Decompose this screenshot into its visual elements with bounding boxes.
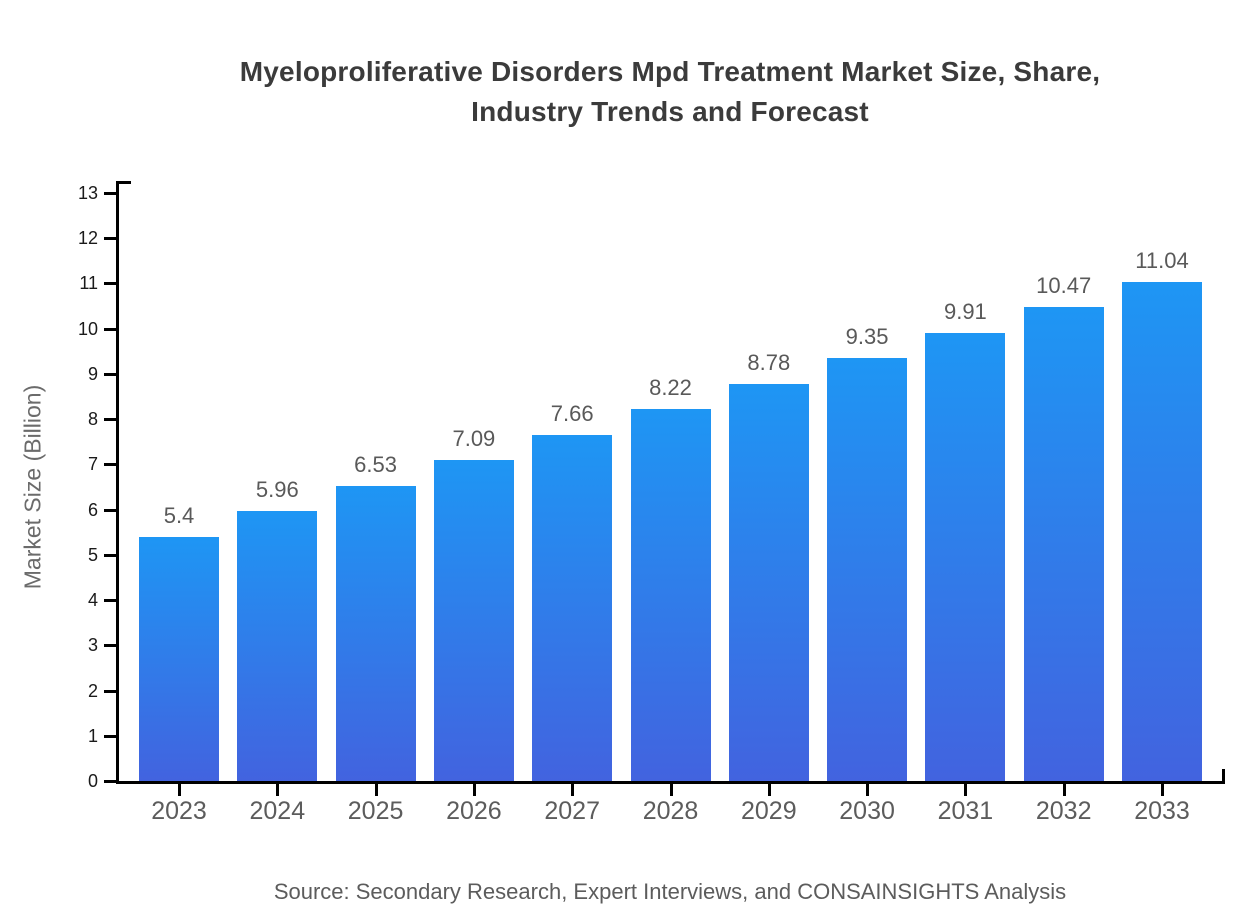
y-tick xyxy=(104,192,116,195)
bar-value-label: 6.53 xyxy=(354,451,397,477)
y-tick-label: 4 xyxy=(87,590,98,611)
bar-value-label: 10.47 xyxy=(1036,273,1092,299)
x-category-label: 2032 xyxy=(1035,797,1092,825)
x-category-label: 2024 xyxy=(249,797,306,825)
bar xyxy=(139,536,219,781)
x-tick xyxy=(178,784,181,796)
y-tick-label: 9 xyxy=(87,363,98,384)
x-tick xyxy=(472,784,476,796)
x-category-label: 2023 xyxy=(151,797,207,825)
bar xyxy=(335,485,416,781)
y-tick-label: 6 xyxy=(87,499,98,520)
y-tick-label: 10 xyxy=(77,318,98,339)
chart-title-line-2: Industry Trends and Forecast xyxy=(471,96,869,127)
bar-value-label: 9.35 xyxy=(845,324,889,350)
y-tick xyxy=(104,463,116,467)
x-tick xyxy=(669,784,673,796)
bar xyxy=(728,383,809,781)
y-tick xyxy=(104,599,116,603)
y-tick-label: 12 xyxy=(77,228,98,249)
y-tick-label: 2 xyxy=(87,680,98,701)
x-category-label: 2025 xyxy=(347,797,404,825)
x-tick xyxy=(571,784,575,796)
x-category-label: 2030 xyxy=(839,797,895,825)
x-category-label: 2029 xyxy=(740,797,797,825)
x-category-label: 2027 xyxy=(544,797,600,825)
x-category-label: 2033 xyxy=(1134,797,1190,825)
y-tick-label: 13 xyxy=(77,183,98,203)
x-tick xyxy=(866,784,870,796)
y-tick-label: 5 xyxy=(87,544,98,565)
y-tick xyxy=(104,734,116,738)
bar xyxy=(630,409,711,781)
y-tick-label: 3 xyxy=(87,635,98,656)
bar xyxy=(237,511,318,781)
y-tick-label: 1 xyxy=(87,725,98,746)
x-axis-end-cap xyxy=(1222,769,1225,784)
y-tick xyxy=(104,327,116,331)
bar-value-label: 7.66 xyxy=(550,400,594,426)
bar-value-label: 7.09 xyxy=(452,426,496,452)
x-category-label: 2028 xyxy=(642,797,699,825)
source-caption: Source: Secondary Research, Expert Inter… xyxy=(273,879,1067,904)
bar xyxy=(532,434,613,781)
chart-title: Myeloproliferative Disorders Mpd Treatme… xyxy=(80,52,1260,132)
bar xyxy=(433,460,514,781)
x-category-label: 2031 xyxy=(937,797,994,825)
y-tick xyxy=(104,282,116,286)
y-tick-label: 7 xyxy=(87,454,98,475)
bar xyxy=(1023,307,1104,781)
y-tick-label: 8 xyxy=(87,409,98,430)
x-tick xyxy=(767,784,771,796)
bar xyxy=(1122,281,1202,781)
chart-title-line-1: Myeloproliferative Disorders Mpd Treatme… xyxy=(239,56,1101,87)
y-tick xyxy=(104,508,116,512)
y-axis-line xyxy=(116,181,119,784)
y-tick xyxy=(104,372,116,376)
bar xyxy=(827,358,908,781)
bar-value-label: 9.91 xyxy=(943,298,987,324)
y-tick xyxy=(104,644,116,648)
bar-value-label: 8.78 xyxy=(747,349,791,375)
bar-value-label: 5.96 xyxy=(255,477,299,503)
y-tick xyxy=(104,418,116,422)
y-tick xyxy=(104,780,116,783)
x-tick xyxy=(1161,784,1164,796)
x-axis-line xyxy=(116,781,1225,784)
bar-value-label: 11.04 xyxy=(1135,247,1189,273)
y-tick xyxy=(104,689,116,693)
y-tick-label: 0 xyxy=(87,771,98,791)
y-tick-label: 11 xyxy=(79,273,98,294)
bar xyxy=(925,332,1006,781)
x-tick xyxy=(374,784,378,796)
bar-value-label: 5.4 xyxy=(163,502,195,528)
x-tick xyxy=(1062,784,1066,796)
y-tick xyxy=(104,553,116,557)
y-axis-end-cap xyxy=(116,181,131,184)
x-tick xyxy=(276,784,280,796)
x-category-label: 2026 xyxy=(446,797,502,825)
x-tick xyxy=(964,784,968,796)
y-tick xyxy=(104,237,116,241)
bar-value-label: 8.22 xyxy=(649,375,692,401)
